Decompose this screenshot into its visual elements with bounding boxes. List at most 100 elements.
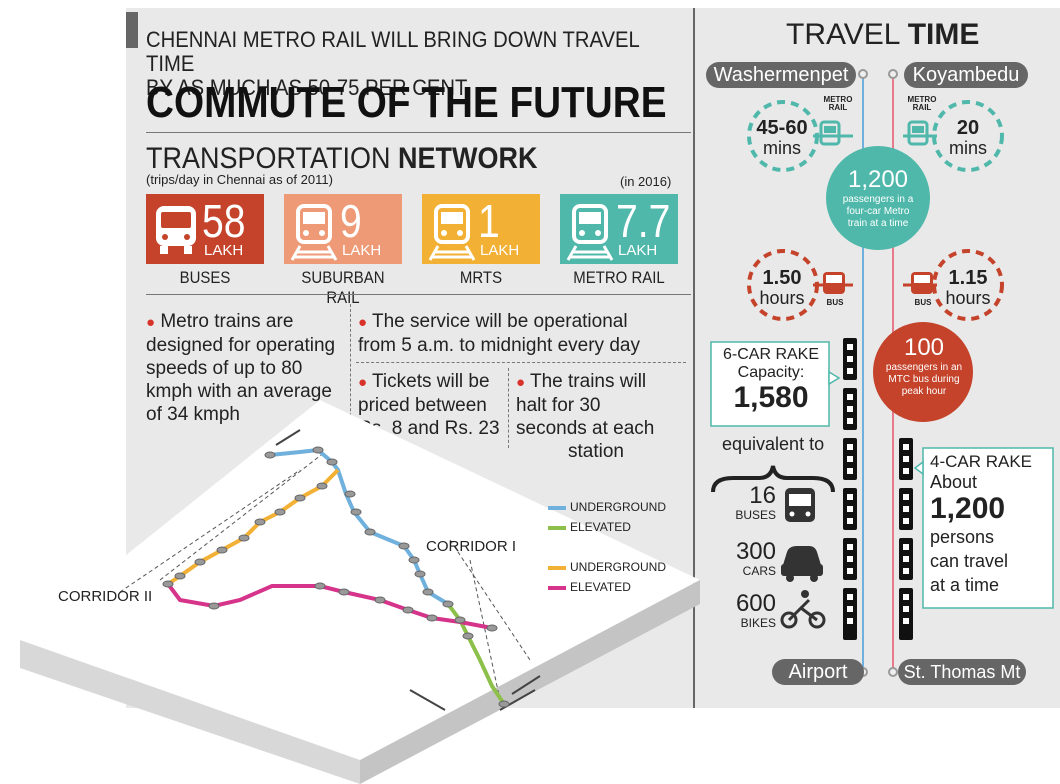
brace <box>711 465 835 493</box>
metro-tag-right: METRO RAIL <box>907 95 937 112</box>
bus-icon <box>785 488 815 522</box>
equivalent-bikes-value: 600 <box>735 590 776 617</box>
fact-tickets: ● Tickets will be priced between Rs. 8 a… <box>358 370 518 440</box>
metro-passenger-text: four-car Metro <box>846 206 910 217</box>
fact-tickets-line: Tickets will be <box>372 371 490 392</box>
four-car-count: 1,200 <box>930 492 1006 525</box>
corridor-2-label: CORRIDOR II <box>58 588 153 605</box>
bus-time-ring-right <box>932 249 1004 321</box>
mode-box-suburban-rail: 9 LAKH <box>284 194 402 264</box>
fact-halt: ● The trains will halt for 30 seconds at… <box>516 370 686 463</box>
mode-label-metro-rail: METRO RAIL <box>573 268 665 287</box>
metro-time-left-unit: mins <box>762 138 801 158</box>
fact-service-line: The service will be operational <box>372 311 628 332</box>
bus-passenger-circle <box>873 322 973 422</box>
bus-time-right-value: 1.15 <box>948 267 988 289</box>
four-car-text: can travel <box>930 551 1009 571</box>
bullet-icon: ● <box>516 374 526 391</box>
bus-icon <box>156 206 196 254</box>
travel-time-graphic <box>710 69 1054 677</box>
mode-value-suburban-rail: 9 <box>340 195 362 247</box>
fact-service: ● The service will be operational from 5… <box>358 310 678 357</box>
six-car-info: 6-CAR RAKE Capacity: 1,580 <box>712 346 830 414</box>
headline: CHENNAI METRO RAIL WILL BRING DOWN TRAVE… <box>146 28 643 100</box>
metro-train-icon <box>907 120 929 146</box>
metro-tag-left: METRO RAIL <box>823 95 853 112</box>
bus-passenger-text: MTC bus during <box>888 374 960 385</box>
legend-label: UNDERGROUND <box>570 560 666 574</box>
fact-speed-line: kmph with an average <box>146 381 332 402</box>
train-icon <box>290 204 338 261</box>
metro-time-left-value: 45-60 <box>756 117 808 139</box>
dashed-divider <box>350 304 351 446</box>
bullet-icon: ● <box>358 374 368 391</box>
fact-speed-line: speeds of up to 80 <box>146 358 303 379</box>
fact-speed-line: designed for operating <box>146 335 336 356</box>
fact-tickets-line: Rs. 8 and Rs. 23 <box>358 418 500 439</box>
metro-passenger-count: 1,200 <box>847 166 909 193</box>
equivalent-cars-unit: CARS <box>742 564 776 578</box>
six-car-title: 6-CAR RAKE <box>722 346 820 363</box>
bullet-icon: ● <box>146 314 156 331</box>
metro-passenger-text: passengers in a <box>842 194 914 205</box>
travel-time-title-light: TRAVEL <box>786 18 908 51</box>
metro-time-right-unit: mins <box>948 138 987 158</box>
equivalent-bikes-unit: BIKES <box>740 616 776 630</box>
metro-time-right-value: 20 <box>956 117 980 139</box>
car-icon <box>781 546 823 582</box>
network-title: TRANSPORTATION NETWORK <box>146 142 538 176</box>
mode-unit-metro-rail: LAKH <box>618 242 658 259</box>
four-car-title: 4-CAR RAKE <box>930 452 1033 471</box>
bus-time-left-value: 1.50 <box>762 267 802 289</box>
metro-train-icon <box>566 204 614 261</box>
network-note-2016: (in 2016) <box>620 174 672 189</box>
station-koyambedu: Koyambedu <box>904 62 1028 88</box>
fact-speed-line: of 34 kmph <box>146 404 240 425</box>
bus-tag-left: BUS <box>826 298 844 307</box>
travel-time-title: TRAVEL TIME <box>786 18 979 52</box>
bullet-icon: ● <box>358 314 368 331</box>
metro-passenger-circle <box>826 146 930 250</box>
mode-label-mrts: MRTS <box>459 268 503 287</box>
mode-unit-suburban-rail: LAKH <box>342 242 382 259</box>
bus-passenger-text: peak hour <box>901 386 947 397</box>
bus-time-right-unit: hours <box>945 288 991 308</box>
fact-speed-line: Metro trains are <box>160 311 294 332</box>
headline-line-2: BY AS MUCH AS 50-75 PER CENT <box>146 75 468 100</box>
mode-value-mrts: 1 <box>478 195 500 247</box>
metro-time-ring-right <box>932 100 1004 172</box>
bus-time-left: 1.50 hours <box>752 268 812 308</box>
fact-halt-line: The trains will <box>530 371 647 392</box>
fact-tickets-line: priced between <box>358 395 487 416</box>
network-title-bold: NETWORK <box>398 142 538 175</box>
map-slab-side <box>20 640 360 784</box>
equivalent-bikes: 600 BIKES <box>712 590 776 631</box>
four-car-text: at a time <box>930 575 1000 595</box>
bus-time-right: 1.15 hours <box>938 268 998 308</box>
train-icon <box>428 204 476 261</box>
equivalent-buses-unit: BUSES <box>735 508 776 522</box>
fact-halt-line: station <box>568 441 624 462</box>
mode-box-mrts: 1 LAKH <box>422 194 540 264</box>
mode-label-suburban-rail: SUBURBAN RAIL <box>301 268 385 307</box>
network-subtitle: (trips/day in Chennai as of 2011) <box>146 172 333 187</box>
bus-passenger-info: 100 passengers in an MTC bus during peak… <box>876 334 972 398</box>
metro-passenger-text: train at a time <box>847 218 909 229</box>
mode-unit-mrts: LAKH <box>480 242 520 259</box>
mode-value-buses: 58 <box>202 195 246 247</box>
motorbike-icon <box>780 590 826 629</box>
metro-map <box>20 400 700 784</box>
map-tick <box>275 429 541 711</box>
mode-box-metro-rail: 7.7 LAKH <box>560 194 678 264</box>
metro-time-left: 45-60 mins <box>752 118 812 158</box>
equivalent-buses-value: 16 <box>749 482 776 509</box>
map-stations <box>162 446 510 708</box>
six-car-capacity: 1,580 <box>733 381 809 414</box>
bus-passenger-count: 100 <box>903 334 945 361</box>
dashed-divider <box>356 362 686 363</box>
bus-passenger-text: passengers in an <box>885 362 963 373</box>
divider <box>146 294 691 295</box>
fact-halt-line: seconds at each <box>516 418 655 439</box>
four-car-about: About <box>930 472 978 492</box>
station-washermenpet: Washermenpet <box>706 62 856 88</box>
